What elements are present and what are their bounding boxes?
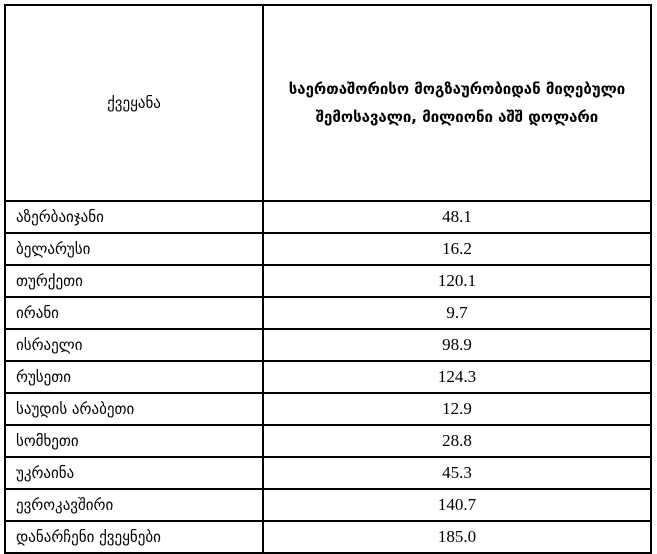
header-income: საერთაშორისო მოგზაურობიდან მიღებული შემო… <box>262 4 652 202</box>
income-cell: 9.7 <box>262 296 652 330</box>
income-cell: 120.1 <box>262 264 652 298</box>
table-row: თურქეთი 120.1 <box>4 264 652 298</box>
country-cell: დანარჩენი ქვეყნები <box>4 520 264 554</box>
table-row: საუდის არაბეთი 12.9 <box>4 392 652 426</box>
income-cell: 185.0 <box>262 520 652 554</box>
country-cell: ბელარუსი <box>4 232 264 266</box>
income-table: ქვეყანა საერთაშორისო მოგზაურობიდან მიღებ… <box>4 4 652 554</box>
country-cell: სომხეთი <box>4 424 264 458</box>
country-cell: რუსეთი <box>4 360 264 394</box>
country-cell: ისრაელი <box>4 328 264 362</box>
header-country: ქვეყანა <box>4 4 264 202</box>
table-row: სომხეთი 28.8 <box>4 424 652 458</box>
table-row: ევროკავშირი 140.7 <box>4 488 652 522</box>
country-cell: აზერბაიჯანი <box>4 200 264 234</box>
income-cell: 140.7 <box>262 488 652 522</box>
income-cell: 48.1 <box>262 200 652 234</box>
income-cell: 98.9 <box>262 328 652 362</box>
income-cell: 16.2 <box>262 232 652 266</box>
income-cell: 124.3 <box>262 360 652 394</box>
country-cell: თურქეთი <box>4 264 264 298</box>
income-cell: 28.8 <box>262 424 652 458</box>
country-cell: საუდის არაბეთი <box>4 392 264 426</box>
table-row: ბელარუსი 16.2 <box>4 232 652 266</box>
country-cell: უკრაინა <box>4 456 264 490</box>
header-row: ქვეყანა საერთაშორისო მოგზაურობიდან მიღებ… <box>4 4 652 202</box>
table-row: უკრაინა 45.3 <box>4 456 652 490</box>
income-cell: 45.3 <box>262 456 652 490</box>
country-cell: ირანი <box>4 296 264 330</box>
table-row: აზერბაიჯანი 48.1 <box>4 200 652 234</box>
table-row: ირანი 9.7 <box>4 296 652 330</box>
country-cell: ევროკავშირი <box>4 488 264 522</box>
income-cell: 12.9 <box>262 392 652 426</box>
table-row: დანარჩენი ქვეყნები 185.0 <box>4 520 652 554</box>
table-row: რუსეთი 124.3 <box>4 360 652 394</box>
table-row: ისრაელი 98.9 <box>4 328 652 362</box>
